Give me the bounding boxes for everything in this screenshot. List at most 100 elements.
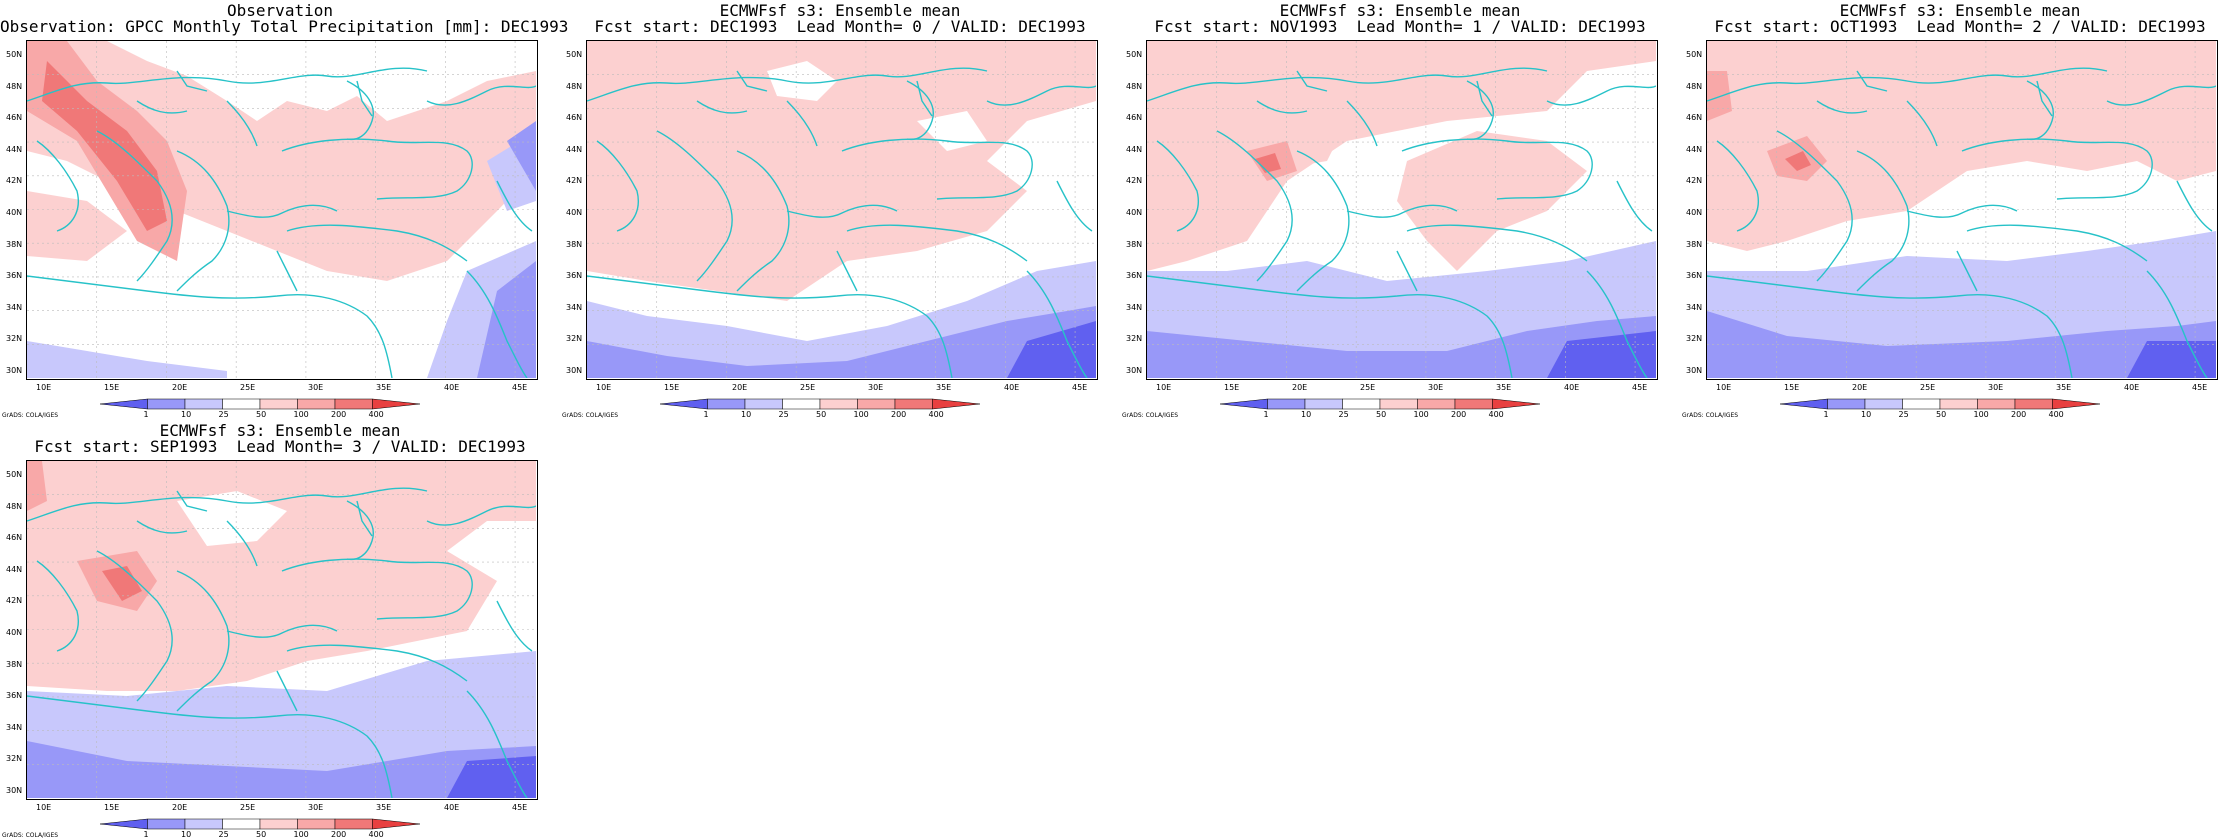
latitude-label: 32N [1686,334,1703,344]
grads-credit: GrADS: COLA/IGES [1122,412,1179,419]
coastline [786,100,818,147]
coastline [1816,100,1868,114]
coastline [27,67,428,102]
longitude-label: 20E [172,383,188,392]
coastline [1856,70,1888,92]
colorbar-label: 1 [143,830,149,839]
latitude-label: 40N [566,208,583,217]
latitude-label: 32N [6,334,23,344]
coastline [281,138,473,200]
coastline [1906,100,1938,147]
colorbar-label: 25 [218,410,229,419]
latitude-label: 38N [6,659,23,669]
coastline [466,690,528,798]
coastline [1586,270,1648,378]
colorbar-segment [1304,398,1343,410]
latitude-label: 32N [566,334,583,344]
precip-contour [447,756,536,798]
colorbar-label: 50 [256,830,267,839]
precip-contour [42,61,167,231]
colorbar-segment [334,398,373,410]
longitude-label: 15E [104,383,120,392]
precip-contour [477,261,536,378]
map-panel: ECMWFsf s3: Ensemble mean Fcst start: OCT… [1680,0,2240,420]
longitude-label: 30E [1988,383,2004,392]
latitude-label: 30N [1126,366,1143,375]
coastline [1961,138,2153,200]
longitude-label: 15E [1784,383,1800,392]
colorbar-segment [894,398,933,410]
colorbar-segment [184,398,223,410]
map-plot-area [1146,40,1658,380]
latitude-label: 40N [1686,208,1703,217]
panel-subtitle: Fcst start: OCT1993 Lead Month= 2 / VALI… [1714,17,2206,36]
longitude-label: 45E [2192,383,2208,392]
latitude-label: 30N [6,366,23,375]
colorbar-label: 1 [703,410,709,419]
colorbar-label: 400 [2048,410,2064,419]
precip-contour [1147,41,1656,271]
coastline [226,520,258,567]
colorbar-segment [184,818,223,830]
map-panel: ECMWFsf s3: Ensemble mean Fcst start: DEC… [560,0,1120,420]
panel-subtitle: Fcst start: NOV1993 Lead Month= 1 / VALI… [1154,17,1646,36]
colorbar [100,818,420,830]
colorbar-label: 1 [143,410,149,419]
latitude-label: 50N [566,50,583,59]
coastline [2146,270,2208,378]
precip-contour [1707,311,2216,378]
coastline [587,67,988,102]
colorbar-label: 200 [331,410,347,419]
latitude-label: 36N [6,691,23,701]
coastline [176,70,208,92]
coastline [1147,275,1513,378]
precip-contour [27,461,536,691]
latitude-label: 32N [1126,334,1143,344]
latitude-label: 38N [566,239,583,249]
colorbar-label: 400 [1488,410,1504,419]
longitude-label: 20E [172,803,188,812]
colorbar-label: 10 [1861,410,1872,419]
colorbar-label: 200 [1451,410,1467,419]
coastline [276,670,298,712]
coastline [1396,250,1418,292]
coastline [136,520,188,534]
coastline [1406,224,1588,262]
coastline [1256,100,1308,114]
coastline [136,100,188,114]
coastline [1466,80,1494,141]
precip-contour [1255,153,1281,173]
coastline [276,250,298,292]
colorbar-label: 100 [293,410,309,419]
latitude-label: 46N [6,533,23,543]
colorbar-label: 100 [853,410,869,419]
map-panel: Observation Observation: GPCC Monthly Tot… [0,0,568,420]
latitude-label: 44N [6,564,23,574]
latitude-label: 30N [1686,366,1703,375]
colorbar-label: 10 [741,410,752,419]
map-svg [1707,41,2216,378]
precip-contour [587,306,1096,378]
longitude-label: 45E [1072,383,1088,392]
longitude-label: 30E [1428,383,1444,392]
coastline [736,150,790,292]
grads-credit: GrADS: COLA/IGES [2,412,59,419]
colorbar-segment [1492,398,1540,410]
latitude-label: 34N [1126,302,1143,312]
latitude-label: 50N [6,50,23,59]
coastline [346,80,374,141]
colorbar-label: 100 [1413,410,1429,419]
colorbar-label: 25 [218,830,229,839]
coastline [226,624,338,638]
colorbar-segment [1780,398,1828,410]
coastline [286,224,468,262]
coastline [286,644,468,682]
colorbar [1220,398,1540,410]
latitude-label: 36N [6,271,23,281]
colorbar-segment [1379,398,1418,410]
colorbar-label: 25 [1898,410,1909,419]
longitude-label: 15E [104,803,120,812]
longitude-label: 45E [1632,383,1648,392]
colorbar-label: 10 [181,830,192,839]
longitude-label: 25E [1920,383,1936,392]
